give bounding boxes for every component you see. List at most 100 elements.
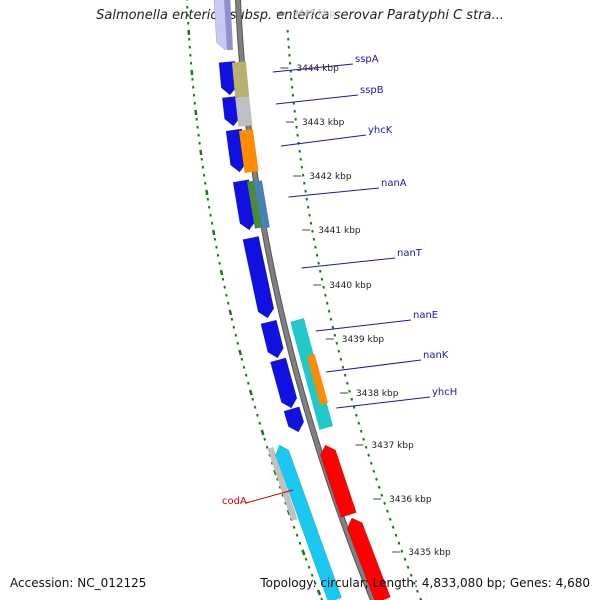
gene-arrow-reverse [320, 444, 357, 518]
gene-label-leader [280, 134, 367, 147]
scale-tick-label: 3442 kbp [309, 172, 352, 182]
gc-content-dot [292, 525, 296, 529]
genome-stats-label: Topology: circular; Length: 4,833,080 bp… [260, 576, 590, 590]
gc-skew-dot [346, 381, 349, 385]
gene-label: nanT [397, 248, 423, 259]
gc-content-dot [276, 477, 279, 481]
gc-skew-dot [380, 493, 384, 497]
gc-skew-dot [331, 325, 335, 329]
cog-band-yhc-k [238, 129, 259, 173]
gc-content-dash [248, 389, 253, 396]
gc-content-dot [240, 357, 244, 361]
gc-content-dash [205, 189, 209, 196]
gc-content-dot [256, 413, 259, 417]
gc-content-dot [234, 333, 238, 337]
scale-tick-label: 3439 kbp [342, 335, 385, 345]
gc-skew-dot [397, 541, 401, 545]
gc-content-dot [313, 581, 317, 585]
gc-content-dot [263, 437, 266, 441]
gc-skew-dot [409, 573, 413, 577]
gene-label: sspA [355, 54, 379, 65]
gc-content-dash [228, 309, 233, 316]
gc-content-dot [295, 533, 299, 537]
gc-skew-dot [320, 277, 324, 281]
gene-label: yhcH [432, 387, 457, 398]
scale-tick-label: 3443 kbp [302, 118, 345, 128]
gene-arrow-forward [260, 319, 284, 359]
gc-skew-dot [383, 501, 387, 505]
gc-skew-dot [317, 261, 320, 265]
gc-content-dash [316, 589, 322, 596]
gene-label: nanA [381, 178, 407, 189]
gene-label: yhcK [368, 125, 393, 136]
gc-content-dot [236, 341, 240, 345]
gc-content-dot [304, 557, 308, 561]
scale-tick-label: 3436 kbp [389, 495, 432, 505]
gc-skew-dot [372, 469, 376, 473]
gene-arrow-forward [242, 236, 275, 319]
gc-content-dot [265, 445, 269, 449]
gc-content-dash [199, 149, 203, 156]
gc-content-dot [310, 573, 314, 577]
gc-skew-dot [364, 445, 368, 449]
gc-content-dash [211, 229, 216, 236]
gc-skew-dot [359, 429, 363, 433]
gc-skew-dot [329, 317, 333, 321]
gene-label-leader [275, 94, 359, 105]
accession-label: Accession: NC_012125 [10, 576, 147, 590]
gc-content-dot [232, 325, 236, 329]
gene-label: nanK [423, 350, 449, 361]
gene-label: codA [222, 496, 247, 507]
gc-skew-dot [416, 589, 419, 593]
gc-skew-dot [367, 453, 371, 457]
gc-skew-dot [394, 533, 398, 537]
gc-content-dot [270, 461, 274, 465]
gene-label-leader [288, 187, 380, 198]
gc-content-dot [221, 277, 225, 281]
scale-tick-label: 3444 kbp [296, 64, 339, 74]
gc-skew-dot [400, 549, 404, 553]
gc-content-dot [253, 405, 257, 409]
gc-content-dot [218, 261, 221, 265]
gc-skew-dot [406, 565, 410, 569]
gc-content-dash [273, 469, 278, 476]
scale-tick-label: 3440 kbp [329, 281, 372, 291]
scale-tick-label: 3438 kbp [356, 389, 399, 399]
gc-skew-dot [337, 349, 341, 353]
cog-band-ssp-a [231, 61, 250, 98]
gc-skew-dot [324, 293, 327, 297]
gc-skew-dot [325, 301, 329, 305]
map-title: Salmonella enterica subsp. enterica sero… [96, 8, 504, 23]
gc-content-dot [247, 381, 250, 385]
gc-content-dot [242, 365, 246, 369]
gc-skew-dot [343, 373, 347, 377]
gc-skew-dot [412, 581, 416, 585]
gc-content-dot [278, 485, 282, 489]
gene-label: sspB [360, 85, 384, 96]
gc-content-dot [230, 317, 234, 321]
gc-skew-dot [355, 413, 358, 417]
scale-tick-label: 3445 kbp [293, 9, 336, 19]
gc-skew-dot [375, 477, 378, 481]
gc-content-dot [281, 493, 285, 497]
gc-content-dot [244, 373, 248, 377]
gene-arrow-reverse [275, 444, 342, 600]
gc-skew-dot [341, 365, 345, 369]
cog-band-nan-a [254, 180, 270, 229]
gc-skew-dot [419, 597, 423, 600]
gene-label-leader [301, 257, 396, 269]
gene-arrow-forward [270, 357, 298, 409]
gc-skew-dot [327, 309, 331, 313]
gene-label-leader [315, 319, 412, 332]
gc-skew-dot [335, 341, 339, 345]
gene-label-leader [336, 396, 431, 409]
gc-content-dash [301, 549, 306, 556]
gc-skew-dot [319, 269, 322, 273]
cog-band-ssp-b [235, 96, 253, 127]
gc-skew-dot [339, 357, 343, 361]
gc-skew-dot [322, 285, 325, 289]
gene-label: nanE [413, 310, 438, 321]
scale-tick-label: 3441 kbp [318, 226, 361, 236]
gc-skew-dot [388, 517, 392, 521]
